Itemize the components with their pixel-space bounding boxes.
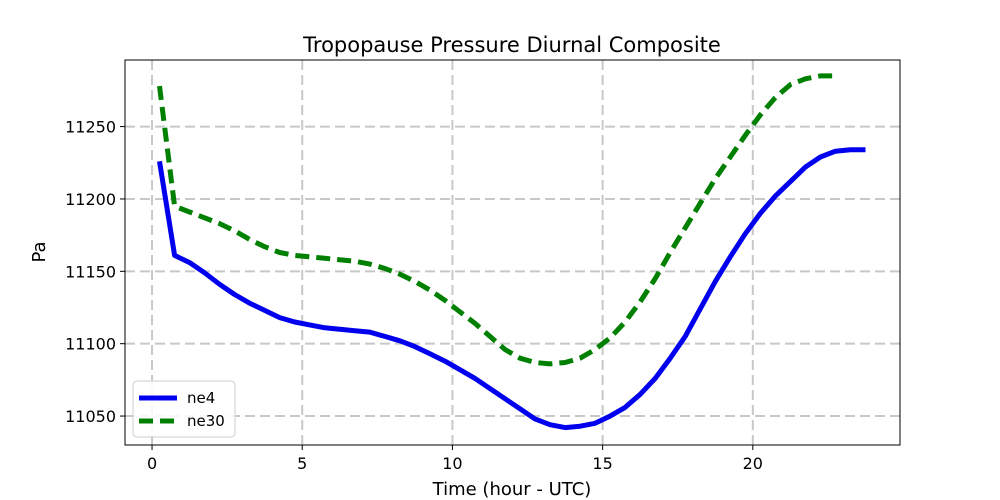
x-axis: 0 5 10 15 20: [147, 445, 763, 473]
series-line-ne4: [157, 147, 866, 431]
grid: [125, 60, 900, 445]
x-tick-label: 0: [147, 454, 157, 473]
x-tick-label: 10: [442, 454, 462, 473]
y-tick-label: 11250: [65, 118, 116, 137]
y-tick-label: 11100: [65, 335, 116, 354]
legend-label-ne30: ne30: [187, 412, 225, 430]
y-axis: 11050 11100 11150 11200 11250: [65, 118, 125, 426]
x-axis-label: Time (hour - UTC): [432, 479, 592, 500]
legend-box: [132, 380, 236, 438]
y-tick-label: 11200: [65, 190, 116, 209]
x-tick-label: 20: [743, 454, 763, 473]
plot-frame: [124, 59, 901, 446]
x-tick-label: 5: [297, 454, 307, 473]
x-tick-label: 15: [592, 454, 612, 473]
y-tick-label: 11050: [65, 407, 116, 426]
series-lines: [157, 73, 866, 431]
legend-label-ne4: ne4: [187, 389, 215, 407]
y-tick-label: 11150: [65, 262, 116, 281]
y-axis-label: Pa: [29, 241, 50, 262]
chart-title: Tropopause Pressure Diurnal Composite: [302, 33, 721, 57]
series-line-ne30: [157, 73, 836, 367]
legend: ne4 ne30: [132, 380, 236, 438]
